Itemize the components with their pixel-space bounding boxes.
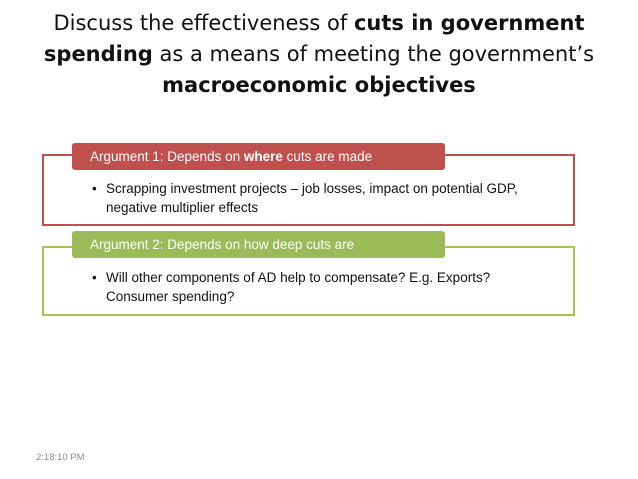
argument-2-bullet-text: Will other components of AD help to comp… — [106, 270, 491, 304]
argument-1-bullet: • Scrapping investment projects – job los… — [92, 179, 536, 217]
argument-2-tab: Argument 2: Depends on how deep cuts are — [72, 231, 445, 258]
slide-timestamp: 2:18:10 PM — [36, 452, 85, 463]
argument-1-tab-suffix: cuts are made — [282, 149, 373, 164]
bullet-marker: • — [92, 181, 97, 196]
argument-1-tab-prefix: Argument 1: Depends on — [90, 149, 244, 164]
title-bold-2: macroeconomic objectives — [162, 73, 476, 97]
argument-2-tab-prefix: Argument 2: Depends on how deep cuts are — [90, 237, 355, 252]
title-part-2: as a means of meeting the government’s — [152, 42, 595, 66]
slide-title: Discuss the effectiveness of cuts in gov… — [20, 8, 618, 101]
argument-1-tab-bold: where — [243, 149, 283, 164]
bullet-marker: • — [92, 270, 97, 285]
argument-1-tab: Argument 1: Depends on where cuts are ma… — [72, 143, 445, 170]
argument-1-bullet-text: Scrapping investment projects – job loss… — [106, 181, 518, 215]
title-part-1: Discuss the effectiveness of — [53, 11, 354, 35]
title-bold-1: cuts in government spending — [43, 11, 585, 66]
argument-2-bullet: • Will other components of AD help to com… — [92, 268, 536, 306]
